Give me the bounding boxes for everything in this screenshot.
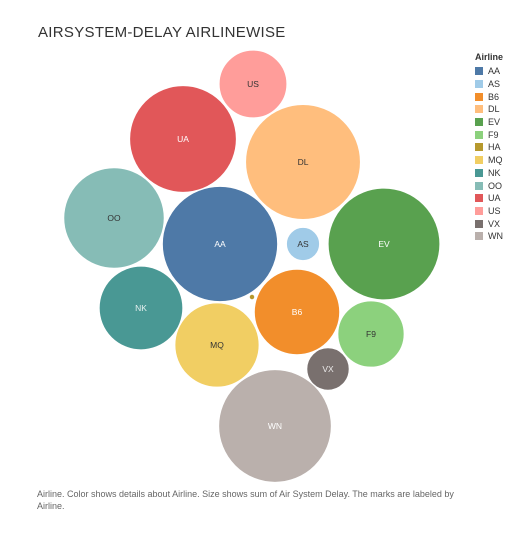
legend-swatch xyxy=(475,219,483,228)
legend-label: DL xyxy=(488,104,500,115)
bubble-b6[interactable] xyxy=(253,268,341,356)
legend-swatch xyxy=(475,206,483,215)
legend-title: Airline xyxy=(475,52,504,62)
legend-swatch xyxy=(475,143,483,152)
legend-item-wn[interactable]: WN xyxy=(475,230,503,243)
legend-item-dl[interactable]: DL xyxy=(475,103,503,116)
bubble-label-wn: WN xyxy=(268,421,282,431)
legend-swatch xyxy=(475,194,483,203)
bubble-chart: AA AS B6 DL EV F9 MQ NK OO UA US VX WN xyxy=(63,49,441,483)
legend-item-f9[interactable]: F9 xyxy=(475,128,503,141)
bubble-ev[interactable] xyxy=(327,187,441,301)
legend-swatch xyxy=(475,118,483,127)
legend-swatch xyxy=(475,130,483,139)
legend-swatch xyxy=(475,181,483,190)
bubble-nk[interactable] xyxy=(98,265,184,351)
legend-items: AA AS B6 DL EV F9 HA MQ NK OO UA US VX WN xyxy=(475,65,503,243)
legend-swatch xyxy=(475,92,483,101)
bubble-vx[interactable] xyxy=(306,347,350,391)
legend-label: US xyxy=(488,205,501,216)
legend-item-ua[interactable]: UA xyxy=(475,192,503,205)
legend-swatch xyxy=(475,168,483,177)
legend-swatch xyxy=(475,105,483,114)
legend-label: HA xyxy=(488,142,501,153)
legend-item-mq[interactable]: MQ xyxy=(475,154,503,167)
legend-swatch xyxy=(475,232,483,241)
chart-caption: Airline. Color shows details about Airli… xyxy=(37,489,454,511)
legend-item-ev[interactable]: EV xyxy=(475,116,503,129)
bubble-label-vx: VX xyxy=(322,364,334,374)
legend-label: WN xyxy=(488,231,503,242)
legend-label: MQ xyxy=(488,155,503,166)
legend-label: VX xyxy=(488,218,501,229)
bubble-label-mq: MQ xyxy=(210,340,224,350)
legend-label: OO xyxy=(488,180,503,191)
bubble-as[interactable] xyxy=(285,226,321,262)
bubble-oo[interactable] xyxy=(63,167,165,269)
legend: Airline AA AS B6 DL EV F9 HA MQ NK OO UA US VX WN xyxy=(475,52,503,243)
bubble-label-nk: NK xyxy=(135,303,147,313)
legend-label: EV xyxy=(488,117,501,128)
legend-item-b6[interactable]: B6 xyxy=(475,90,503,103)
legend-item-oo[interactable]: OO xyxy=(475,179,503,192)
legend-item-ha[interactable]: HA xyxy=(475,141,503,154)
legend-item-us[interactable]: US xyxy=(475,205,503,218)
legend-label: AA xyxy=(488,66,501,77)
bubble-us[interactable] xyxy=(218,49,288,119)
legend-label: UA xyxy=(488,193,501,204)
legend-label: AS xyxy=(488,79,501,90)
bubble-f9[interactable] xyxy=(337,300,405,368)
bubble-label-b6: B6 xyxy=(292,307,303,317)
legend-item-as[interactable]: AS xyxy=(475,78,503,91)
bubble-label-ua: UA xyxy=(177,134,189,144)
bubble-label-as: AS xyxy=(297,239,309,249)
bubble-label-f9: F9 xyxy=(366,329,376,339)
legend-item-aa[interactable]: AA xyxy=(475,65,503,78)
bubble-label-oo: OO xyxy=(107,213,121,223)
bubble-wn[interactable] xyxy=(218,369,332,483)
legend-item-vx[interactable]: VX xyxy=(475,217,503,230)
bubble-label-dl: DL xyxy=(298,157,309,167)
bubble-ua[interactable] xyxy=(129,85,237,193)
legend-swatch xyxy=(475,67,483,76)
bubble-label-ev: EV xyxy=(378,239,390,249)
bubble-dl[interactable] xyxy=(245,104,361,220)
legend-label: B6 xyxy=(488,91,500,102)
legend-swatch xyxy=(475,80,483,89)
bubble-mq[interactable] xyxy=(174,302,260,388)
legend-swatch xyxy=(475,156,483,165)
chart-title: AIRSYSTEM-DELAY AIRLINEWISE xyxy=(38,24,286,41)
bubble-label-us: US xyxy=(247,79,259,89)
bubble-ha[interactable] xyxy=(248,293,256,301)
bubble-label-aa: AA xyxy=(214,239,226,249)
bubble-aa[interactable] xyxy=(161,185,279,303)
legend-label: NK xyxy=(488,167,501,178)
legend-label: F9 xyxy=(488,129,499,140)
legend-item-nk[interactable]: NK xyxy=(475,167,503,180)
